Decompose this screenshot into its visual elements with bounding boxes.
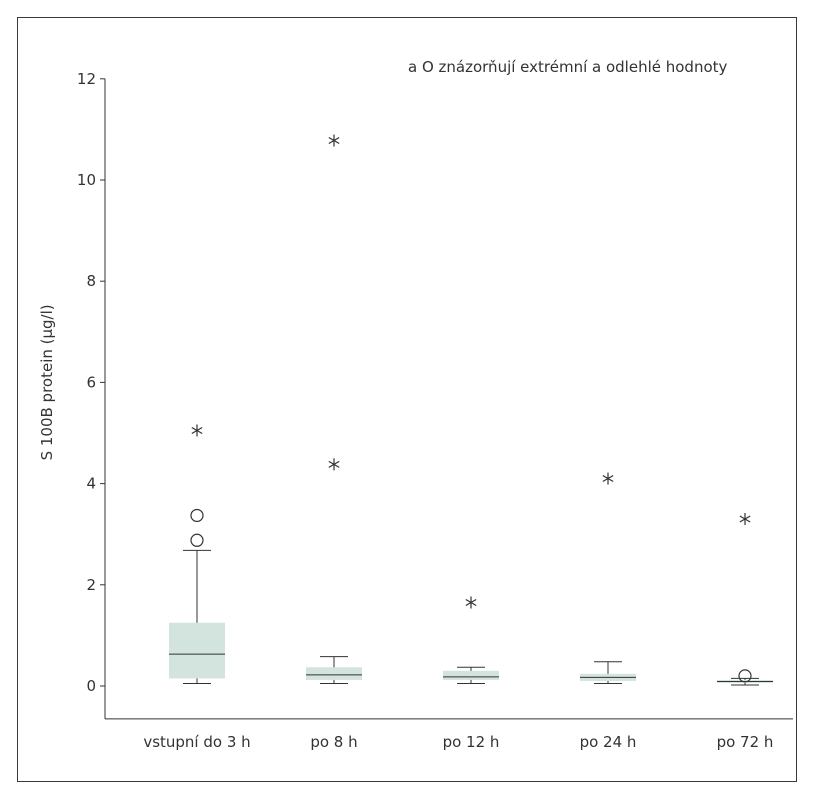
extreme-star-stroke <box>191 426 203 434</box>
x-category-label: po 12 h <box>443 733 500 751</box>
extreme-star <box>328 134 340 147</box>
box-group <box>580 472 636 684</box>
box-group <box>443 596 499 684</box>
box-iqr <box>169 622 225 679</box>
chart-frame: 0 2 4 6 8 10 12 vstupní do 3 h po 8 h po 12 h po 2… <box>17 17 797 782</box>
y-tick-label: 8 <box>86 272 96 290</box>
extreme-star-stroke <box>328 460 340 468</box>
boxes <box>169 134 773 686</box>
legend: a O znázorňují extrémní a odlehlé hodnot… <box>408 58 728 76</box>
outlier-circle <box>190 533 204 547</box>
y-tick-label: 0 <box>86 677 96 695</box>
extreme-star-stroke <box>739 515 751 523</box>
extreme-star <box>328 458 340 471</box>
extreme-star <box>739 513 751 526</box>
extreme-star <box>191 424 203 437</box>
legend-text: a O znázorňují extrémní a odlehlé hodnot… <box>408 58 728 76</box>
outlier-circle <box>738 669 752 683</box>
y-tick-label: 2 <box>86 576 96 594</box>
y-tick-label: 4 <box>86 475 96 493</box>
outlier-circle <box>190 508 204 523</box>
extreme-star <box>465 596 477 609</box>
x-category-label: vstupní do 3 h <box>143 733 250 751</box>
x-category-label: po 8 h <box>310 733 357 751</box>
box-iqr <box>443 670 499 680</box>
y-tick-label: 12 <box>77 70 96 88</box>
y-tick-label: 10 <box>77 171 96 189</box>
y-axis-label: S 100B protein (µg/l) <box>38 304 56 460</box>
box-group <box>717 513 773 686</box>
box-group <box>306 134 362 684</box>
extreme-star <box>602 472 614 485</box>
extreme-star-stroke <box>328 137 340 145</box>
box-iqr <box>306 667 362 680</box>
y-tick-label: 6 <box>86 373 96 391</box>
extreme-star-stroke <box>465 598 477 607</box>
x-category-label: po 72 h <box>717 733 774 751</box>
extreme-star-stroke <box>602 475 614 483</box>
x-category-label: po 24 h <box>580 733 637 751</box>
boxplot-chart: 0 2 4 6 8 10 12 vstupní do 3 h po 8 h po 12 h po 2… <box>38 58 793 751</box>
axes: 0 2 4 6 8 10 12 vstupní do 3 h po 8 h po 12 h po 2… <box>77 70 793 751</box>
box-group <box>169 424 225 684</box>
